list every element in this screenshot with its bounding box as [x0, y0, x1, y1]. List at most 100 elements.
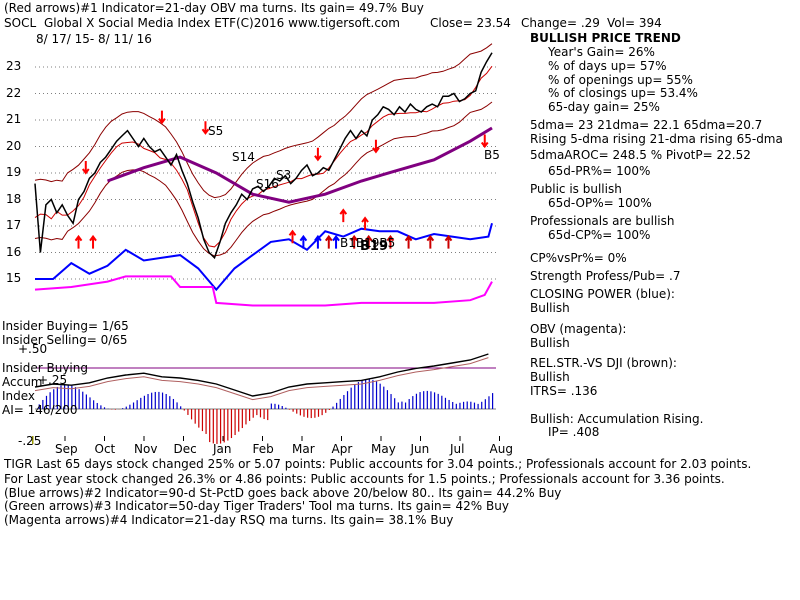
indicator-2-line: (Blue arrows)#2 Indicator=90-d St-PctD g… [4, 486, 562, 500]
accum-bar-positive [71, 385, 73, 409]
accum-plus50: +.50 [18, 342, 48, 356]
close-value: Close= 23.54 [430, 16, 511, 30]
accum-bar-positive [423, 391, 425, 409]
ma65-line [106, 126, 493, 204]
blue-buy-arrow [332, 234, 340, 249]
accum-bar-positive [383, 386, 385, 409]
year-gain: Year's Gain= 26% [548, 45, 655, 59]
y-tick-label: 16 [6, 244, 22, 259]
accum-bar-positive [350, 387, 352, 409]
y-tick-label: 18 [6, 191, 22, 206]
red-sell-arrow [372, 139, 380, 154]
accum-bar-positive [430, 391, 432, 409]
insider-selling: Insider Selling= 0/65 [2, 333, 128, 347]
accum-bar-positive [488, 396, 490, 409]
accum-bar-negative [241, 409, 243, 429]
accum-bar-negative [194, 409, 196, 424]
x-tick-label: Mar [292, 442, 315, 456]
accum-bar-negative [296, 409, 298, 414]
accum-bar-positive [339, 398, 341, 409]
accum-bar-positive [129, 404, 131, 409]
accum-bar-positive [85, 394, 87, 409]
closing-power-line [35, 223, 493, 292]
x-tick-label: Jan [213, 442, 232, 456]
accum-bar-negative [238, 409, 240, 432]
accum-bar-positive [82, 391, 84, 409]
accum-bar-negative [187, 409, 189, 415]
public-status: Public is bullish [530, 182, 622, 196]
date-range: 8/ 17/ 15- 8/ 11/ 16 [36, 32, 152, 46]
accum-bar-negative [259, 409, 262, 418]
accum-bar-positive [64, 384, 66, 409]
buy-arrow [364, 234, 373, 249]
accum-bar-positive [386, 390, 389, 409]
signal-b-cluster: B1B19B5 [340, 236, 396, 250]
accum-bar-positive [441, 395, 443, 409]
accum-bar-positive [426, 390, 428, 409]
accum-bar-positive [394, 398, 396, 409]
accum-bar-negative [227, 409, 229, 441]
accum-bar-positive [332, 406, 334, 409]
accum-bar-negative [230, 409, 233, 439]
buy-arrow [324, 234, 333, 249]
signal-b19: B19 [360, 239, 388, 254]
symbol: SOCL [4, 16, 37, 30]
indicator-4-line: (Magenta arrows)#4 Indicator=21-day RSQ … [4, 513, 454, 527]
obv-state: Bullish [530, 336, 570, 350]
accum-bar-positive [336, 402, 338, 409]
accum-bar-positive [161, 392, 164, 409]
accum-bar-negative [303, 409, 305, 417]
accum-bar-positive [143, 395, 146, 409]
accum-bar-negative [216, 409, 218, 444]
openings-up: % of openings up= 55% [548, 73, 693, 87]
cp-percent: 65d-CP%= 100% [548, 228, 651, 242]
accum-bar-negative [201, 409, 204, 432]
accum-bar-positive [78, 389, 80, 409]
accum-bar-positive [89, 397, 91, 409]
marker-tick [32, 436, 34, 444]
accum-bar-positive [100, 405, 102, 409]
signal-s5: S5 [208, 124, 224, 138]
price-line [34, 52, 493, 260]
x-tick-label: Feb [252, 442, 274, 456]
signal-s16: S16 [256, 177, 279, 191]
accum-bar-positive [172, 398, 175, 409]
accum-label: Accum [2, 375, 43, 389]
accum-bar-negative [325, 409, 327, 413]
accum-bar-positive [444, 397, 447, 409]
accum-bar-positive [466, 401, 468, 409]
accum-bar-negative [205, 409, 207, 434]
accum-bar-negative [310, 409, 312, 419]
red-sell-arrow [480, 134, 489, 149]
obv-line [34, 275, 493, 307]
accum-bar-positive [180, 406, 182, 409]
accum-bar-positive [397, 402, 399, 409]
accum-bar-negative [328, 409, 330, 410]
chart-lines [34, 43, 493, 401]
accum-bar-negative [314, 409, 316, 418]
accum-bar-positive [270, 403, 272, 409]
index-label: Index [2, 389, 36, 403]
indicator-3-line: (Green arrows)#3 Indicator=50-day Tiger … [4, 499, 509, 513]
accum-plus25: +.25 [38, 373, 68, 387]
accum-bar-negative [114, 409, 116, 410]
accum-minus25: -.25 [18, 434, 42, 448]
aroc-pivot: 5dmaAROC= 248.5 % PivotP= 22.52 [530, 148, 751, 162]
accum-bar-positive [147, 393, 149, 409]
x-tick-label: Dec [173, 442, 197, 456]
accum-bar-positive [343, 394, 345, 409]
red-sell-arrow [158, 110, 166, 125]
x-tick-label: Oct [94, 442, 116, 456]
closing-power-label: CLOSING POWER (blue): [530, 287, 675, 301]
accum-bar-positive [390, 394, 392, 409]
insider-buying-label: Insider Buying [2, 361, 88, 375]
signal-arrows [32, 110, 489, 444]
accum-bar-positive [375, 381, 378, 409]
accum-bar-positive [462, 401, 465, 409]
itrs-value: ITRS= .136 [530, 384, 598, 398]
blue-buy-arrow [299, 234, 308, 249]
accum-bar-positive [448, 399, 450, 409]
accum-bar-positive [365, 379, 367, 409]
accum-bar-positive [74, 387, 77, 409]
x-tick-label: Jul [450, 442, 465, 456]
